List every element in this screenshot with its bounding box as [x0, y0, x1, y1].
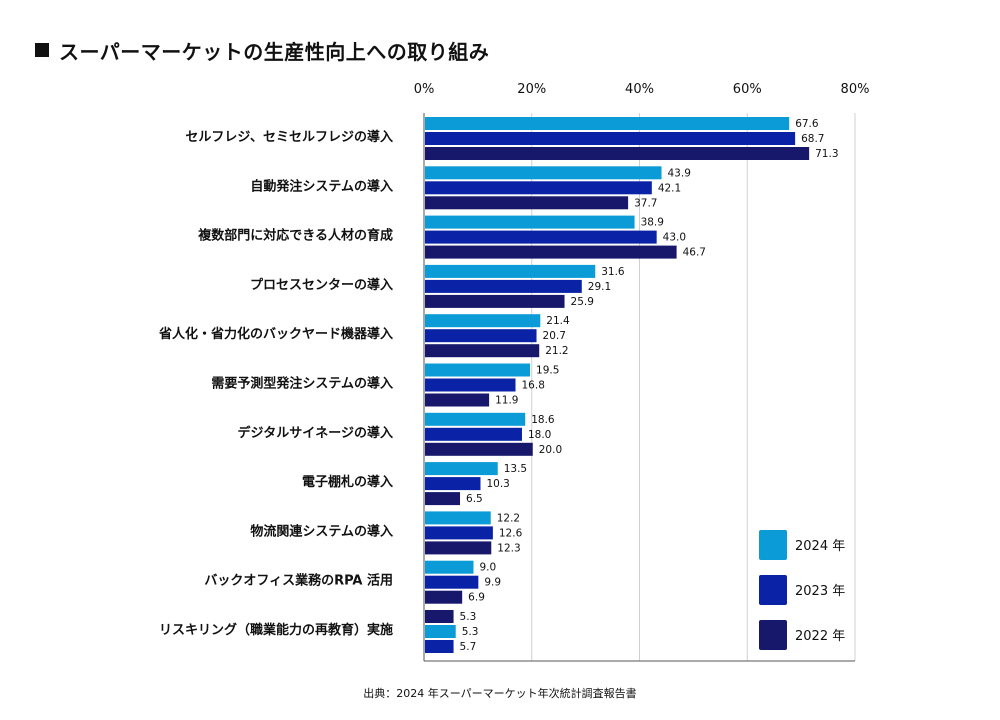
category-label: セルフレジ、セミセルフレジの導入 [185, 129, 393, 145]
legend-swatch [759, 530, 787, 560]
bar-value-label: 20.0 [539, 444, 562, 456]
category-label: 物流関連システムの導入 [250, 523, 393, 539]
bar [425, 560, 474, 574]
bar-value-label: 9.9 [484, 577, 501, 589]
x-tick-label: 80% [841, 82, 870, 97]
bar-value-label: 71.3 [815, 148, 838, 160]
legend-swatch [759, 620, 787, 650]
chart-title: スーパーマーケットの生産性向上への取り組み [59, 39, 490, 64]
bar [425, 329, 537, 343]
x-tick-label: 0% [414, 82, 435, 97]
bar [425, 640, 454, 653]
bar-value-label: 12.6 [499, 527, 523, 539]
bar [425, 575, 479, 589]
bar-value-label: 29.1 [588, 281, 611, 293]
bar-value-label: 37.7 [634, 197, 657, 209]
legend-label: 2022 年 [795, 629, 845, 644]
bar-value-label: 67.6 [795, 118, 819, 130]
bar [425, 264, 596, 278]
bar-value-label: 38.9 [641, 217, 664, 229]
source-note: 出典：2024 年スーパーマーケット年次統計調査報告書 [363, 687, 637, 700]
bar [425, 132, 796, 145]
bar [425, 245, 677, 259]
bar-value-label: 6.9 [468, 592, 485, 604]
category-label: バックオフィス業務のRPA 活用 [204, 573, 393, 589]
bar [425, 442, 533, 456]
bar [425, 492, 461, 506]
category-label: デジタルサイネージの導入 [238, 425, 393, 441]
bar-value-label: 46.7 [683, 247, 706, 259]
bar [425, 511, 491, 525]
bar-value-label: 43.0 [663, 232, 686, 244]
bar [425, 117, 790, 130]
bar [425, 215, 635, 229]
bar-value-label: 43.9 [668, 167, 691, 179]
bar [425, 279, 582, 293]
bar-value-label: 16.8 [522, 380, 545, 392]
category-label: プロセスセンターの導入 [250, 277, 393, 293]
bar [425, 462, 498, 476]
bar [425, 181, 652, 195]
bar [425, 147, 810, 160]
title-square-icon [35, 43, 49, 57]
bar [425, 477, 481, 491]
legend-swatch [759, 575, 787, 605]
bar [425, 294, 565, 308]
legend-label: 2023 年 [795, 584, 845, 599]
bar-value-label: 21.2 [545, 345, 568, 357]
category-label: 自動発注システムの導入 [250, 178, 393, 194]
bar [425, 314, 541, 328]
bar-value-label: 18.0 [528, 429, 551, 441]
bar [425, 230, 657, 244]
category-label: 電子棚札の導入 [302, 474, 393, 490]
bar-value-label: 19.5 [536, 365, 559, 377]
bar-value-label: 42.1 [658, 182, 681, 194]
bar [425, 363, 531, 377]
bar-value-label: 5.3 [460, 611, 477, 623]
bar-value-label: 31.6 [601, 266, 625, 278]
bar-value-label: 21.4 [546, 315, 570, 327]
bar [425, 526, 493, 540]
chart-title-block: スーパーマーケットの生産性向上への取り組み [35, 38, 490, 64]
category-label: 省人化・省力化のバックヤード機器導入 [158, 326, 393, 342]
bar-value-label: 18.6 [531, 414, 555, 426]
bar-value-label: 13.5 [504, 463, 527, 475]
bar [425, 166, 662, 180]
x-tick-label: 40% [625, 82, 654, 97]
bar [425, 427, 522, 441]
bar [425, 196, 629, 210]
bar-value-label: 68.7 [801, 133, 824, 145]
bar [425, 590, 463, 604]
bar-value-label: 6.5 [466, 493, 483, 505]
bar-value-label: 9.0 [479, 562, 496, 574]
bar-value-label: 5.7 [460, 641, 477, 653]
bar [425, 378, 516, 392]
bar-value-label: 12.3 [497, 542, 520, 554]
legend-label: 2024 年 [795, 539, 845, 554]
x-tick-label: 60% [733, 82, 762, 97]
bar-value-label: 25.9 [571, 296, 594, 308]
bar [425, 541, 492, 555]
bar [425, 610, 454, 623]
category-label: リスキリング（職業能力の再教育）実施 [159, 622, 393, 638]
category-label: 需要予測型発注システムの導入 [211, 376, 393, 392]
bar-value-label: 10.3 [486, 478, 509, 490]
bar-value-label: 20.7 [543, 330, 566, 342]
x-tick-label: 20% [517, 82, 546, 97]
bar [425, 625, 456, 638]
bar [425, 412, 526, 426]
bar-value-label: 12.2 [497, 512, 520, 524]
bar-value-label: 5.3 [462, 626, 479, 638]
bar [425, 344, 540, 358]
bar [425, 393, 490, 407]
bar-value-label: 11.9 [495, 395, 518, 407]
category-label: 複数部門に対応できる人材の育成 [197, 228, 393, 244]
